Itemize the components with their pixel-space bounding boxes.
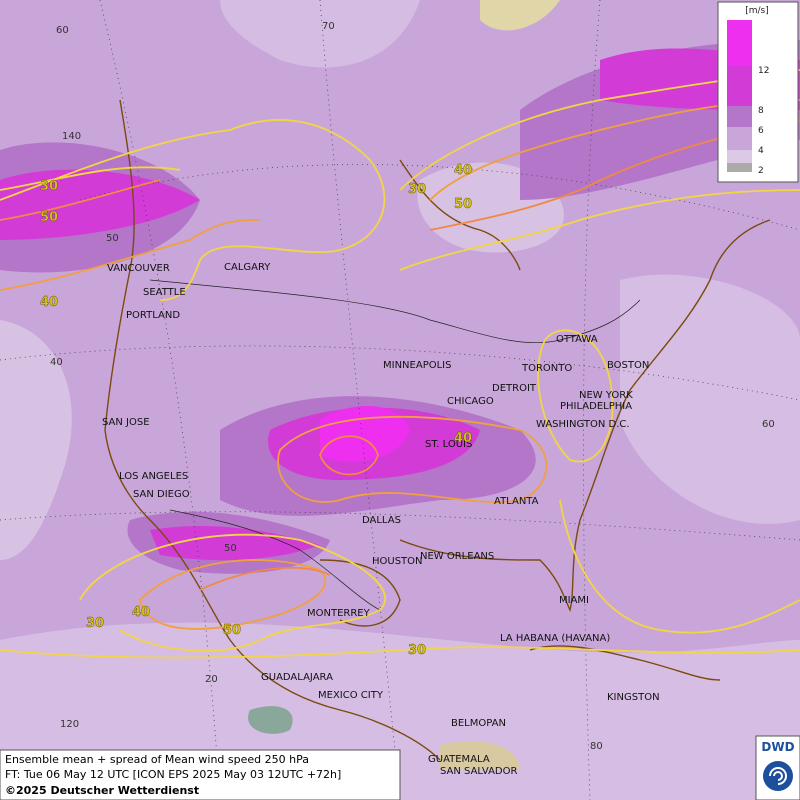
- graticule-label: 140: [62, 131, 81, 142]
- contour-label: 50: [223, 623, 241, 638]
- contour-label: 50: [454, 197, 472, 212]
- city-label: MEXICO CITY: [318, 690, 384, 701]
- city-label: SAN SALVADOR: [440, 766, 517, 777]
- city-label: DETROIT: [492, 383, 537, 394]
- city-label: CALGARY: [224, 262, 271, 273]
- city-label: GUATEMALA: [428, 754, 490, 765]
- logo: DWD: [755, 735, 800, 800]
- city-label: MONTERREY: [307, 608, 371, 619]
- graticule-label: 50: [106, 233, 119, 244]
- graticule-label: 20: [205, 674, 218, 685]
- logo-icon: [763, 761, 793, 791]
- graticule-label: 50: [224, 543, 237, 554]
- footer: Ensemble mean + spread of Mean wind spee…: [0, 749, 401, 800]
- graticule-label: 60: [56, 25, 69, 36]
- contour-label: 30: [40, 179, 58, 194]
- footer-box: [0, 749, 401, 800]
- legend-tick-label: 2: [758, 166, 764, 176]
- city-label: VANCOUVER: [107, 263, 170, 274]
- legend-swatch: [727, 127, 752, 150]
- footer-line: Ensemble mean + spread of Mean wind spee…: [5, 753, 309, 766]
- graticule-label: 40: [50, 357, 63, 368]
- city-label: NEW ORLEANS: [420, 551, 494, 562]
- city-label: GUADALAJARA: [261, 672, 333, 683]
- graticule-label: 120: [60, 719, 79, 730]
- contour-label: 40: [454, 431, 472, 446]
- city-label: CHICAGO: [447, 396, 494, 407]
- graticule-label: 80: [590, 741, 603, 752]
- city-label: LA HABANA (HAVANA): [500, 633, 610, 644]
- legend-unit: [m/s]: [745, 6, 769, 16]
- graticule-label: 60: [762, 419, 775, 430]
- city-label: PHILADELPHIA: [560, 401, 632, 412]
- city-label: PORTLAND: [126, 310, 180, 321]
- legend-swatch: [727, 150, 752, 163]
- city-label: SAN JOSE: [102, 417, 150, 428]
- city-label: HOUSTON: [372, 556, 423, 567]
- logo-icon: [769, 767, 787, 785]
- contour-label: 30: [86, 616, 104, 631]
- legend-tick-label: 12: [758, 66, 769, 76]
- legend-swatch: [727, 66, 752, 106]
- footer-line: ©2025 Deutscher Wetterdienst: [5, 784, 199, 797]
- city-label: KINGSTON: [607, 692, 660, 703]
- graticule-label: 70: [322, 21, 335, 32]
- city-label: TORONTO: [521, 363, 572, 374]
- city-label: BELMOPAN: [451, 718, 506, 729]
- contour-label: 40: [132, 605, 150, 620]
- city-label: SAN DIEGO: [133, 489, 190, 500]
- city-label: NEW YORK: [579, 390, 633, 401]
- contour-label: 40: [454, 163, 472, 178]
- city-label: DALLAS: [362, 515, 401, 526]
- city-label: BOSTON: [607, 360, 649, 371]
- legend-ticks: 12 8 6 4 2: [758, 66, 769, 176]
- logo-text: DWD: [761, 740, 794, 754]
- borders: [149, 279, 641, 611]
- contour-label: 30: [408, 182, 426, 197]
- contour-label: 50: [40, 210, 58, 225]
- city-label: WASHINGTON D.C.: [536, 419, 630, 430]
- labels: VANCOUVER CALGARY SEATTLE PORTLAND MINNEAPOL…: [40, 21, 775, 777]
- city-label: ATLANTA: [494, 496, 539, 507]
- city-label: MIAMI: [559, 595, 589, 606]
- legend-swatch: [727, 20, 752, 66]
- legend-tick-label: 8: [758, 106, 764, 116]
- city-label: MINNEAPOLIS: [383, 360, 451, 371]
- contour-label: 40: [40, 295, 58, 310]
- coastlines: [104, 99, 771, 761]
- contour-label: 30: [408, 643, 426, 658]
- legend-tick-label: 6: [758, 126, 764, 136]
- legend-swatch: [727, 106, 752, 127]
- city-label: LOS ANGELES: [119, 471, 188, 482]
- contours: [0, 69, 800, 659]
- city-label: ST. LOUIS: [425, 439, 472, 450]
- footer-line: FT: Tue 06 May 12 UTC [ICON EPS 2025 May…: [5, 768, 341, 781]
- city-label: OTTAWA: [556, 334, 598, 345]
- city-label: SEATTLE: [143, 287, 186, 298]
- legend: [m/s] 12 8 6 4 2: [717, 1, 799, 183]
- legend-swatch: [727, 163, 752, 172]
- legend-tick-label: 4: [758, 146, 764, 156]
